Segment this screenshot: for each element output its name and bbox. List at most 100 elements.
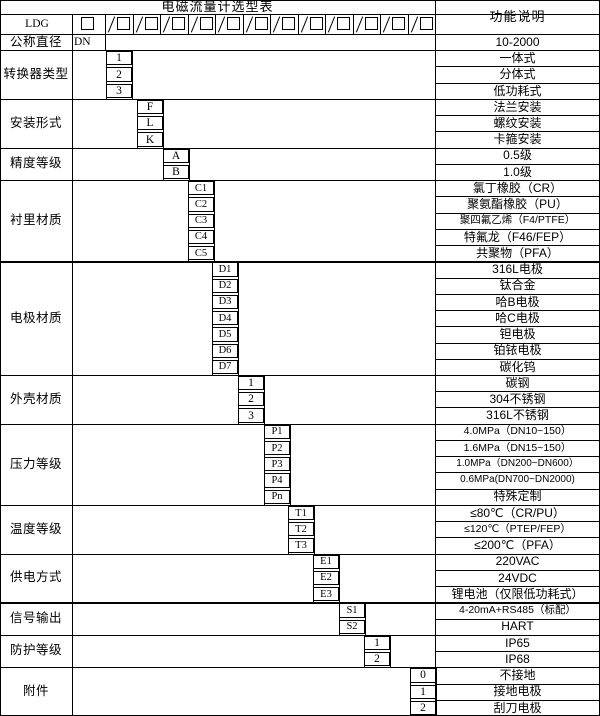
order-slash-6 xyxy=(245,15,253,33)
grid-hline xyxy=(435,472,600,474)
code-5-0[interactable]: D1 xyxy=(212,262,238,277)
grid-vline xyxy=(188,180,189,262)
order-box-8[interactable] xyxy=(309,17,323,30)
row-label-9: 供电方式 xyxy=(9,570,62,585)
code-4-3[interactable]: C4 xyxy=(188,229,214,245)
code-5-2[interactable]: D3 xyxy=(212,294,238,310)
desc-4-4: 共聚物（PFA） xyxy=(476,245,559,260)
grid-hline xyxy=(0,375,600,377)
desc-1-0: 一体式 xyxy=(499,51,536,66)
code-5-6[interactable]: D7 xyxy=(212,359,238,374)
code-7-4[interactable]: Pn xyxy=(264,489,290,504)
code-2-2[interactable]: K xyxy=(137,132,163,147)
code-4-1[interactable]: C2 xyxy=(188,197,214,212)
code-11-1[interactable]: 2 xyxy=(364,652,390,667)
desc-7-3: 0.6MPa(DN700~DN2000) xyxy=(460,474,575,486)
grid-hline xyxy=(0,34,600,35)
code-5-5[interactable]: D6 xyxy=(212,343,238,358)
code-6-0[interactable]: 1 xyxy=(238,376,264,391)
order-box-7[interactable] xyxy=(282,17,296,30)
code-7-2[interactable]: P3 xyxy=(264,457,290,472)
row-label-12: 附件 xyxy=(22,684,49,699)
code-3-1[interactable]: B xyxy=(163,164,189,180)
code-11-0[interactable]: 1 xyxy=(364,635,390,651)
desc-10-0: 4-20mA+RS485（标配） xyxy=(458,603,576,616)
grid-hline xyxy=(435,391,600,393)
grid-vline xyxy=(352,14,354,34)
desc-8-2: ≤200℃（PFA） xyxy=(474,538,561,553)
grid-hline xyxy=(435,82,600,84)
order-box-6[interactable] xyxy=(254,17,268,30)
grid-hline xyxy=(0,423,600,425)
order-box-0[interactable] xyxy=(81,17,94,30)
code-4-0[interactable]: C1 xyxy=(188,181,214,196)
grid-vline xyxy=(215,14,216,34)
code-7-3[interactable]: P4 xyxy=(264,473,290,488)
desc-5-5: 铂铱电极 xyxy=(493,343,542,358)
order-box-5[interactable] xyxy=(227,17,241,30)
desc-8-1: ≤120℃（PTEP/FEP） xyxy=(464,522,571,535)
order-box-3[interactable] xyxy=(172,17,186,30)
grid-vline xyxy=(105,34,106,51)
code-12-2[interactable]: 2 xyxy=(410,700,436,715)
order-box-4[interactable] xyxy=(199,17,213,30)
order-box-12[interactable] xyxy=(419,17,433,30)
desc-5-4: 钽电极 xyxy=(499,327,536,342)
code-7-1[interactable]: P2 xyxy=(264,440,290,456)
code-8-1[interactable]: T2 xyxy=(288,522,314,537)
code-10-1[interactable]: S2 xyxy=(339,619,365,634)
code-7-0[interactable]: P1 xyxy=(264,424,290,439)
code-2-1[interactable]: L xyxy=(137,116,163,131)
code-8-2[interactable]: T3 xyxy=(288,538,314,553)
code-9-1[interactable]: E2 xyxy=(313,570,339,586)
code-4-4[interactable]: C5 xyxy=(188,246,214,261)
model-prefix: LDG xyxy=(25,17,49,30)
grid-vline xyxy=(132,50,133,99)
code-8-0[interactable]: T1 xyxy=(288,505,314,521)
code-1-2[interactable]: 3 xyxy=(106,83,132,98)
grid-hline xyxy=(435,163,600,165)
code-9-2[interactable]: E3 xyxy=(313,587,339,602)
code-5-3[interactable]: D4 xyxy=(212,311,238,326)
desc-12-0: 不接地 xyxy=(499,668,536,683)
order-slash-1 xyxy=(107,15,116,33)
code-4-2[interactable]: C3 xyxy=(188,213,214,228)
grid-hline xyxy=(435,439,600,441)
desc-11-0: IP65 xyxy=(505,635,530,650)
code-1-1[interactable]: 2 xyxy=(106,67,132,82)
code-6-2[interactable]: 3 xyxy=(238,408,264,423)
grid-vline xyxy=(435,0,437,716)
code-12-1[interactable]: 1 xyxy=(410,684,436,699)
code-9-0[interactable]: E1 xyxy=(313,554,339,569)
order-box-11[interactable] xyxy=(392,17,406,30)
code-2-0[interactable]: F xyxy=(137,99,163,115)
order-box-1[interactable] xyxy=(117,17,131,30)
grid-vline xyxy=(339,553,340,603)
row-label-10: 信号输出 xyxy=(9,611,62,625)
grid-hline xyxy=(435,293,600,295)
desc-4-0: 氯丁橡胶（CR） xyxy=(472,180,563,195)
desc-8-0: ≤80℃（CR/PU） xyxy=(470,505,565,520)
code-5-1[interactable]: D2 xyxy=(212,278,238,293)
row-label-0: 公称直径 xyxy=(9,34,62,49)
order-box-9[interactable] xyxy=(337,17,351,30)
grid-vline xyxy=(270,14,271,34)
grid-hline xyxy=(0,0,600,2)
grid-vline xyxy=(264,375,265,424)
order-slash-2 xyxy=(135,15,143,33)
grid-hline xyxy=(435,342,600,344)
code-5-4[interactable]: D5 xyxy=(212,327,238,342)
desc-4-1: 聚氨酯橡胶（PU） xyxy=(467,197,568,212)
code-1-0[interactable]: 1 xyxy=(106,51,132,66)
grid-hline xyxy=(435,651,600,653)
order-box-2[interactable] xyxy=(144,17,158,30)
grid-vline xyxy=(214,180,215,262)
code-3-0[interactable]: A xyxy=(163,148,189,163)
grid-hline xyxy=(435,699,600,701)
code-12-0[interactable]: 0 xyxy=(410,668,436,683)
grid-vline xyxy=(0,0,2,716)
code-10-0[interactable]: S1 xyxy=(339,603,365,618)
order-box-10[interactable] xyxy=(364,17,378,30)
code-6-1[interactable]: 2 xyxy=(238,392,264,407)
grid-hline xyxy=(435,66,600,68)
